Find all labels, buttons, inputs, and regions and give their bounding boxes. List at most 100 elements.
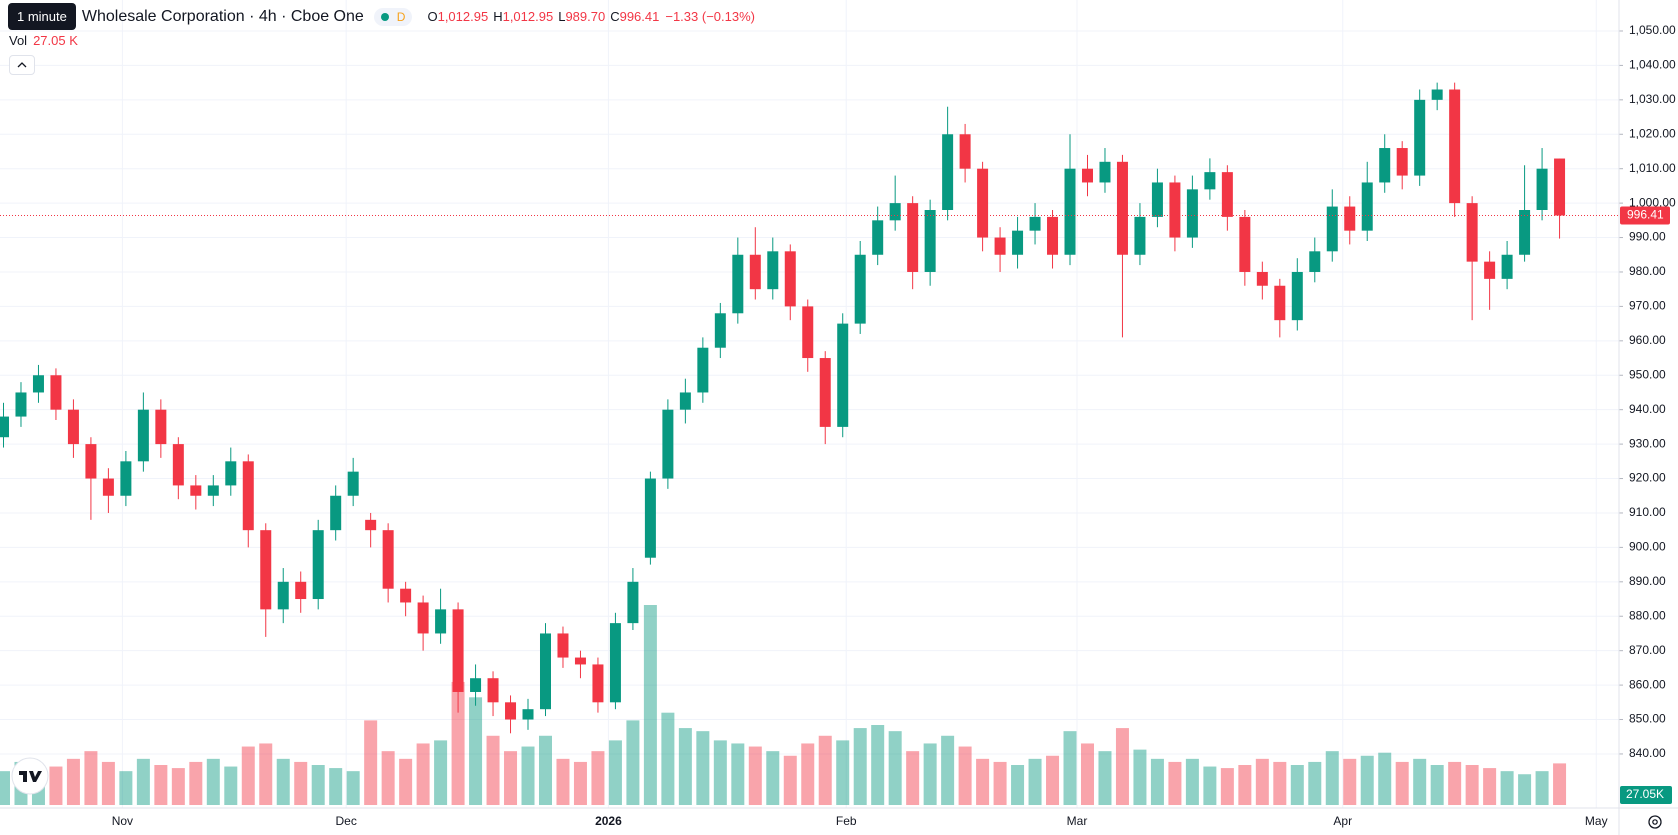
volume-bar xyxy=(923,743,937,805)
candle-body xyxy=(819,358,831,427)
candle-body xyxy=(1326,206,1338,252)
gear-inner xyxy=(1652,819,1658,825)
volume-bar xyxy=(521,746,535,805)
volume-bar xyxy=(713,740,727,805)
volume-bar xyxy=(399,758,413,805)
y-tick-label: 960.00 xyxy=(1629,333,1666,347)
symbol-title[interactable]: Wholesale Corporation · 4h · Cboe One xyxy=(81,7,364,25)
candle-body xyxy=(102,478,114,496)
x-tick-label: 2026 xyxy=(595,814,622,828)
volume-bar xyxy=(573,761,587,805)
y-tick-label: 950.00 xyxy=(1629,367,1666,381)
candle-body xyxy=(784,251,796,307)
candle-body xyxy=(1484,261,1496,279)
candle-body xyxy=(1099,161,1111,183)
volume-bar xyxy=(1115,728,1129,805)
candle-body xyxy=(347,471,359,496)
candle-body xyxy=(487,678,499,703)
volume-bar xyxy=(1255,758,1269,805)
volume-bar xyxy=(1465,765,1479,805)
candle-body xyxy=(1221,172,1233,217)
volume-bar xyxy=(381,751,395,805)
legend-header: 1 minute Wholesale Corporation · 4h · Cb… xyxy=(8,3,755,30)
volume-bar xyxy=(1080,743,1094,805)
volume-bar xyxy=(1238,765,1252,805)
candle-body xyxy=(609,623,621,703)
candle-body xyxy=(137,409,149,462)
volume-bar xyxy=(311,765,325,805)
ohlc-value: 1,012.95 xyxy=(437,9,489,24)
volume-bar xyxy=(49,766,63,805)
candle-body xyxy=(1536,168,1548,211)
collapse-button[interactable] xyxy=(9,55,35,75)
candle-body xyxy=(470,678,482,692)
volume-bar xyxy=(871,725,885,805)
candle-body xyxy=(1466,203,1478,262)
volume-bar xyxy=(888,731,902,805)
candle-body xyxy=(1204,172,1216,190)
candle-body xyxy=(574,657,586,665)
volume-bar xyxy=(504,751,518,805)
volume-bar xyxy=(276,758,290,805)
ohlc-value: 996.41 xyxy=(619,9,660,24)
y-tick-label: 1,030.00 xyxy=(1629,92,1676,106)
volume-bar xyxy=(1395,761,1409,805)
y-tick-label: 840.00 xyxy=(1629,746,1666,760)
volume-bar xyxy=(1290,765,1304,805)
candle-body xyxy=(120,461,132,496)
candle-body xyxy=(1274,285,1286,321)
candle-body xyxy=(714,313,726,348)
volume-legend: Vol 27.05 K xyxy=(9,33,78,48)
volume-bar xyxy=(678,728,692,805)
ohlc-key: L xyxy=(558,9,566,24)
volume-bar xyxy=(136,758,150,805)
logo xyxy=(11,757,49,795)
y-tick-label: 860.00 xyxy=(1629,677,1666,691)
candle-body xyxy=(924,210,936,272)
candle-body xyxy=(260,530,272,610)
candle-body xyxy=(190,485,202,496)
candle-body xyxy=(854,254,866,324)
volume-bar xyxy=(1028,758,1042,805)
volume-bar xyxy=(1133,749,1147,805)
volume-bar xyxy=(1325,751,1339,805)
volume-label: 27.05K xyxy=(1626,787,1664,801)
volume-bar xyxy=(0,771,10,805)
volume-bar xyxy=(1011,765,1025,805)
candle-body xyxy=(1309,251,1321,272)
candle-body xyxy=(417,602,429,634)
volume-bar xyxy=(451,681,465,805)
volume-bar xyxy=(748,746,762,805)
candle-body xyxy=(592,664,604,703)
candle-body xyxy=(172,444,184,486)
volume-bar xyxy=(853,728,867,805)
candle-body xyxy=(1029,216,1041,231)
candle-body xyxy=(452,609,464,692)
settings-icon[interactable] xyxy=(1648,815,1662,829)
volume-bar xyxy=(1220,768,1234,805)
candle-body xyxy=(802,306,814,359)
vol-label: Vol xyxy=(9,33,28,48)
volume-bar xyxy=(1185,758,1199,805)
status-pill[interactable]: D xyxy=(373,7,413,26)
candle-body xyxy=(0,416,9,438)
volume-bar xyxy=(1378,752,1392,805)
candle-body xyxy=(539,633,551,710)
candle-body xyxy=(1151,182,1163,217)
candle-body xyxy=(67,409,79,445)
y-tick-label: 980.00 xyxy=(1629,264,1666,278)
x-tick-label: Feb xyxy=(836,814,857,828)
volume-bar xyxy=(329,768,343,805)
candle-body xyxy=(889,203,901,221)
y-tick-label: 920.00 xyxy=(1629,471,1666,485)
candle-body xyxy=(1519,210,1531,255)
y-tick-label: 990.00 xyxy=(1629,230,1666,244)
volume-bar xyxy=(643,605,657,805)
candle-body xyxy=(644,478,656,558)
candle-body xyxy=(155,409,167,445)
volume-bar xyxy=(1063,731,1077,805)
candle-body xyxy=(295,581,307,600)
volume-bar xyxy=(154,765,168,805)
volume-bar xyxy=(1150,758,1164,805)
logo-mark xyxy=(19,771,42,782)
